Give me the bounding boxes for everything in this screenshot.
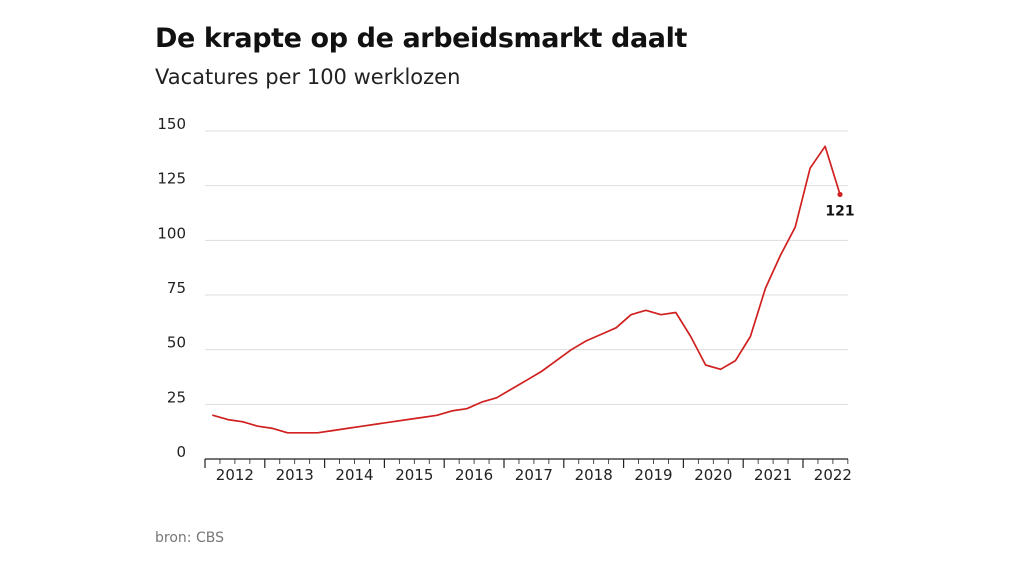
x-tick-label-2019: 2019	[634, 466, 672, 484]
chart-title: De krapte op de arbeidsmarkt daalt	[155, 23, 687, 54]
end-point-marker	[837, 191, 843, 198]
x-tick-label-2014: 2014	[335, 466, 373, 484]
x-tick-label-2013: 2013	[276, 466, 314, 484]
x-tick-label-2015: 2015	[395, 466, 433, 484]
x-tick-label-2022: 2022	[814, 466, 852, 484]
series-line: 121	[212, 145, 855, 434]
y-tick-label-75: 75	[167, 279, 186, 297]
grid-lines	[205, 130, 848, 405]
x-tick-label-2016: 2016	[455, 466, 493, 484]
chart-subtitle: Vacatures per 100 werklozen	[155, 65, 461, 89]
y-tick-label-150: 150	[157, 115, 186, 133]
x-tick-label-2018: 2018	[575, 466, 613, 484]
y-tick-label-50: 50	[167, 334, 186, 352]
x-tick-label-2017: 2017	[515, 466, 553, 484]
x-tick-label-2021: 2021	[754, 466, 792, 484]
source-note: bron: CBS	[155, 530, 224, 546]
x-tick-label-2020: 2020	[694, 466, 732, 484]
end-value-label: 121	[825, 203, 854, 219]
y-tick-label-0: 0	[176, 443, 186, 461]
series-polyline	[212, 145, 841, 434]
x-axis: 2012 2013 2014 2015 2016 2017 2018 2019 2020 2021…	[204, 458, 852, 484]
y-tick-label-25: 25	[167, 388, 186, 406]
x-tick-label-2012: 2012	[216, 466, 254, 484]
y-tick-label-125: 125	[157, 170, 186, 188]
y-tick-label-100: 100	[157, 224, 186, 242]
y-axis-labels: 0 25 50 75 100 125 150	[157, 115, 186, 461]
